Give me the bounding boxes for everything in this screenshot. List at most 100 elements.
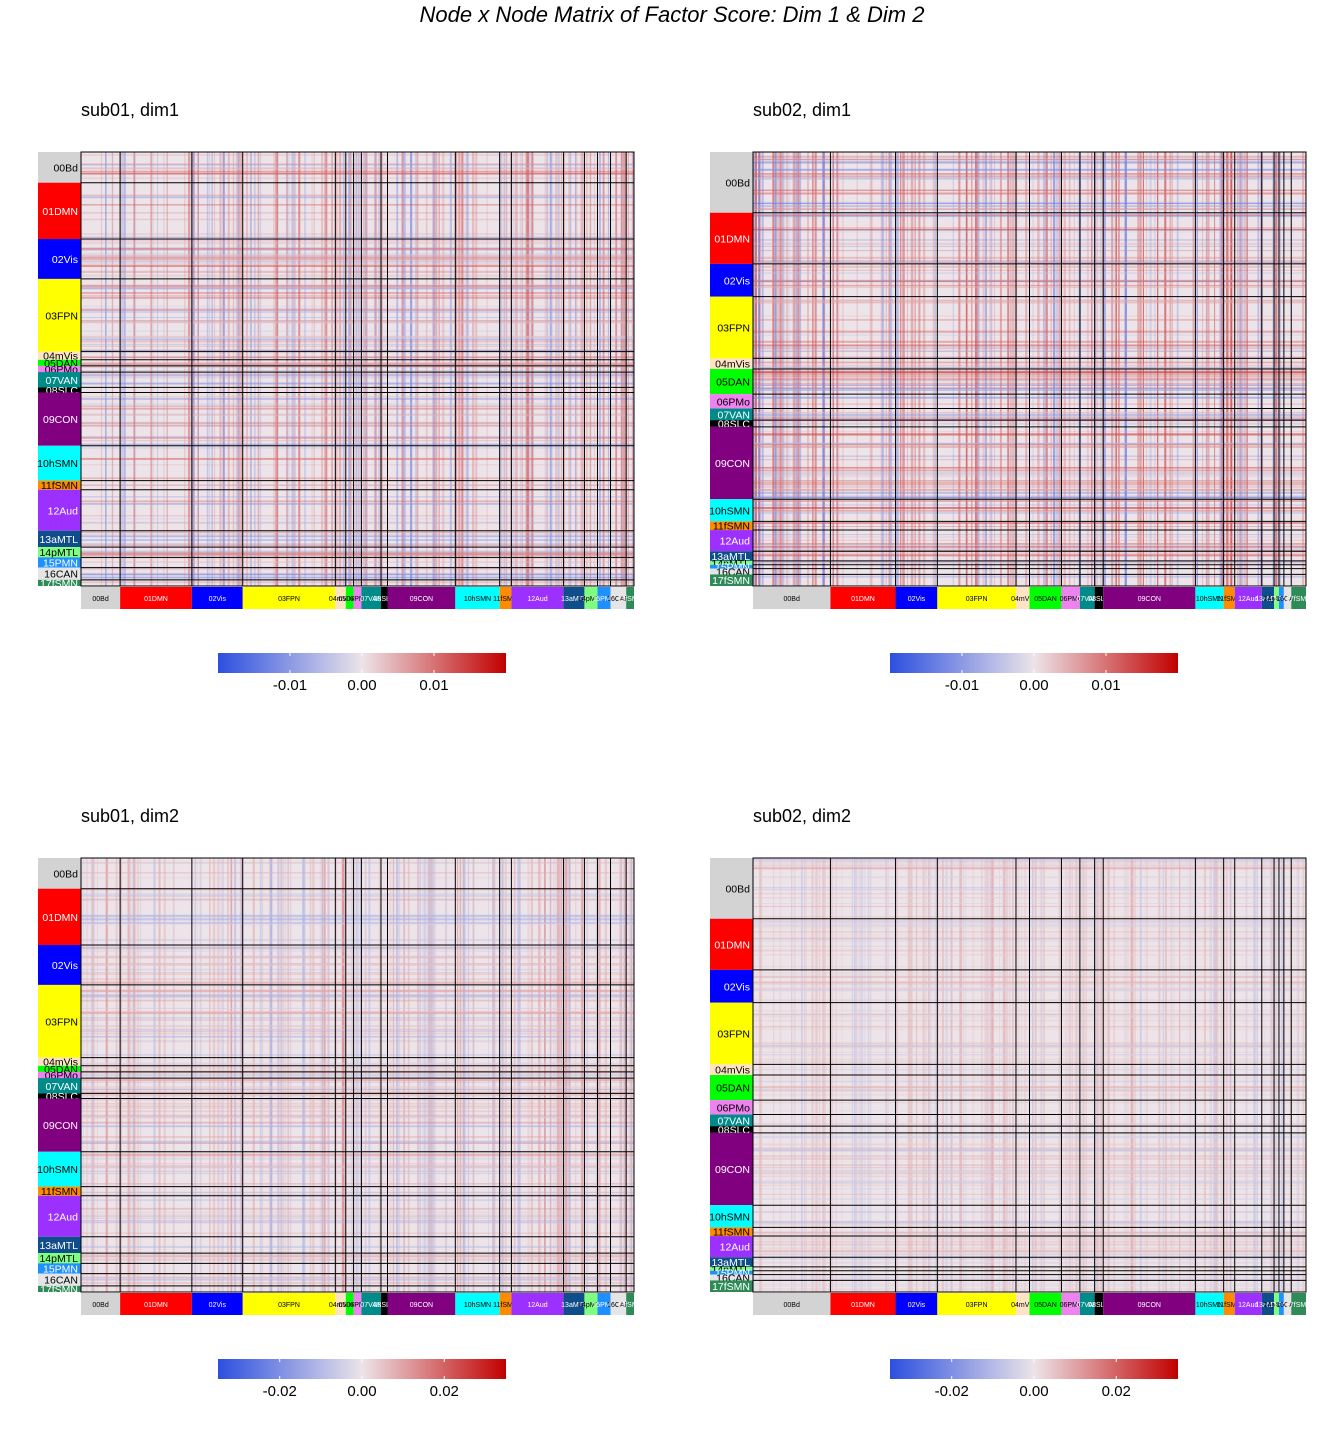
- row-network-block: [38, 278, 81, 352]
- col-network-block: [1061, 587, 1080, 609]
- col-network-label: 06PMo: [1060, 1302, 1082, 1309]
- row-network-label: 11fSMN: [41, 480, 78, 492]
- row-network-block: [710, 551, 753, 561]
- col-network-block: [1103, 587, 1196, 609]
- col-network-label: 00Bd: [784, 1302, 800, 1309]
- col-network-block: [1283, 587, 1292, 609]
- row-network-block: [38, 182, 81, 240]
- col-network-label: 15PMN: [1270, 1302, 1293, 1309]
- col-network-block: [1278, 587, 1284, 609]
- row-network-label: 01DMN: [714, 233, 750, 245]
- col-network-block: [937, 587, 1016, 609]
- col-network-block: [242, 1293, 336, 1315]
- row-network-label: 03FPN: [717, 1029, 750, 1041]
- col-network-label: 04mVis: [1011, 596, 1035, 603]
- col-network-block: [1015, 1293, 1030, 1315]
- row-network-label: 03FPN: [45, 1016, 78, 1028]
- col-network-block: [1061, 1293, 1080, 1315]
- row-network-label: 11fSMN: [713, 1227, 750, 1239]
- row-network-block: [38, 1057, 81, 1066]
- row-network-label: 04mVis: [43, 351, 78, 363]
- col-network-label: 16CAN: [1276, 1302, 1299, 1309]
- matrix-border: [752, 857, 1307, 1293]
- col-network-label: 13aMTL: [1255, 596, 1281, 603]
- row-network-label: 13aMTL: [711, 1257, 750, 1269]
- col-network-block: [1015, 587, 1030, 609]
- row-network-block: [710, 521, 753, 531]
- row-network-block: [710, 858, 753, 919]
- row-network-label: 03FPN: [717, 323, 750, 335]
- col-network-block: [830, 1293, 896, 1315]
- col-network-label: 14pMTL: [1264, 596, 1290, 603]
- col-network-label: 08SLC: [374, 1302, 395, 1309]
- row-network-label: 04mVis: [715, 1065, 750, 1077]
- col-network-block: [1261, 587, 1275, 609]
- row-network-label: 01DMN: [42, 206, 78, 218]
- row-network-label: 00Bd: [53, 868, 78, 880]
- colorbar-tick-label: 0.02: [429, 1383, 459, 1400]
- col-network-block: [563, 587, 585, 609]
- heatmap-matrix: 00Bd01DMN02Vis03FPN04mVis05DAN06PMo07VAN…: [709, 151, 1311, 609]
- col-network-label: 09CON: [410, 1302, 433, 1309]
- col-network-block: [191, 1293, 243, 1315]
- panel-title: sub02, dim2: [753, 806, 852, 826]
- colorbar-gradient: [890, 653, 1178, 673]
- col-network-block: [1029, 587, 1062, 609]
- col-network-label: 11fSMN: [1217, 596, 1242, 603]
- row-network-block: [38, 392, 81, 446]
- row-network-block: [710, 408, 753, 421]
- row-network-label: 02Vis: [52, 254, 78, 266]
- row-network-block: [38, 530, 81, 548]
- col-network-label: 02Vis: [209, 1302, 227, 1309]
- col-network-block: [120, 1293, 192, 1315]
- colorbar-tick-label: 0.00: [347, 677, 377, 694]
- col-network-block: [353, 1293, 362, 1315]
- row-network-label: 17fSMN: [40, 578, 78, 590]
- col-network-label: 16CAN: [607, 1302, 630, 1309]
- row-network-label: 16CAN: [44, 569, 78, 581]
- row-network-block: [710, 1257, 753, 1267]
- row-network-block: [710, 1100, 753, 1115]
- col-network-block: [455, 1293, 500, 1315]
- row-network-block: [38, 888, 81, 946]
- row-network-block: [710, 296, 753, 359]
- row-network-block: [710, 263, 753, 297]
- row-network-label: 02Vis: [724, 981, 750, 993]
- col-network-block: [626, 1293, 634, 1315]
- row-network-label: 00Bd: [53, 162, 78, 174]
- row-network-label: 04mVis: [43, 1057, 78, 1069]
- col-network-label: 01DMN: [144, 1302, 168, 1309]
- col-network-block: [499, 1293, 512, 1315]
- col-network-label: 17fSMN: [1286, 1302, 1311, 1309]
- row-network-label: 13aMTL: [39, 1240, 78, 1252]
- row-network-block: [710, 969, 753, 1003]
- col-network-label: 12Aud: [527, 1302, 547, 1309]
- matrix-border: [80, 857, 635, 1293]
- row-network-block: [710, 152, 753, 213]
- colorbar-tick-label: 0.01: [419, 677, 449, 694]
- col-network-label: 03FPN: [278, 596, 300, 603]
- matrix-border: [752, 151, 1307, 587]
- row-network-label: 17fSMN: [40, 1284, 78, 1296]
- col-network-block: [1079, 1293, 1095, 1315]
- row-network-label: 07VAN: [718, 409, 751, 421]
- col-network-block: [1283, 1293, 1292, 1315]
- col-network-block: [499, 587, 512, 609]
- col-network-block: [1094, 1293, 1104, 1315]
- row-network-block: [710, 212, 753, 264]
- colorbar-tick-label: -0.02: [934, 1383, 969, 1400]
- panel-sub02-dim1: sub02, dim1 00Bd 01DMN 02Vis 03FPN 04mVis 05D…: [709, 100, 1344, 700]
- row-network-label: 15PMN: [43, 1263, 78, 1275]
- col-network-label: 13aMTL: [1255, 1302, 1281, 1309]
- row-network-block: [38, 239, 81, 279]
- row-network-block: [710, 1126, 753, 1133]
- row-network-label: 02Vis: [52, 960, 78, 972]
- col-network-label: 10hSMN: [1196, 596, 1223, 603]
- row-network-label: 11fSMN: [41, 1186, 78, 1198]
- row-network-block: [38, 1236, 81, 1254]
- col-network-block: [584, 1293, 598, 1315]
- col-network-label: 17fSMN: [1286, 596, 1311, 603]
- row-network-label: 05DAN: [716, 1083, 750, 1095]
- row-network-block: [710, 530, 753, 552]
- col-network-label: 02Vis: [908, 596, 926, 603]
